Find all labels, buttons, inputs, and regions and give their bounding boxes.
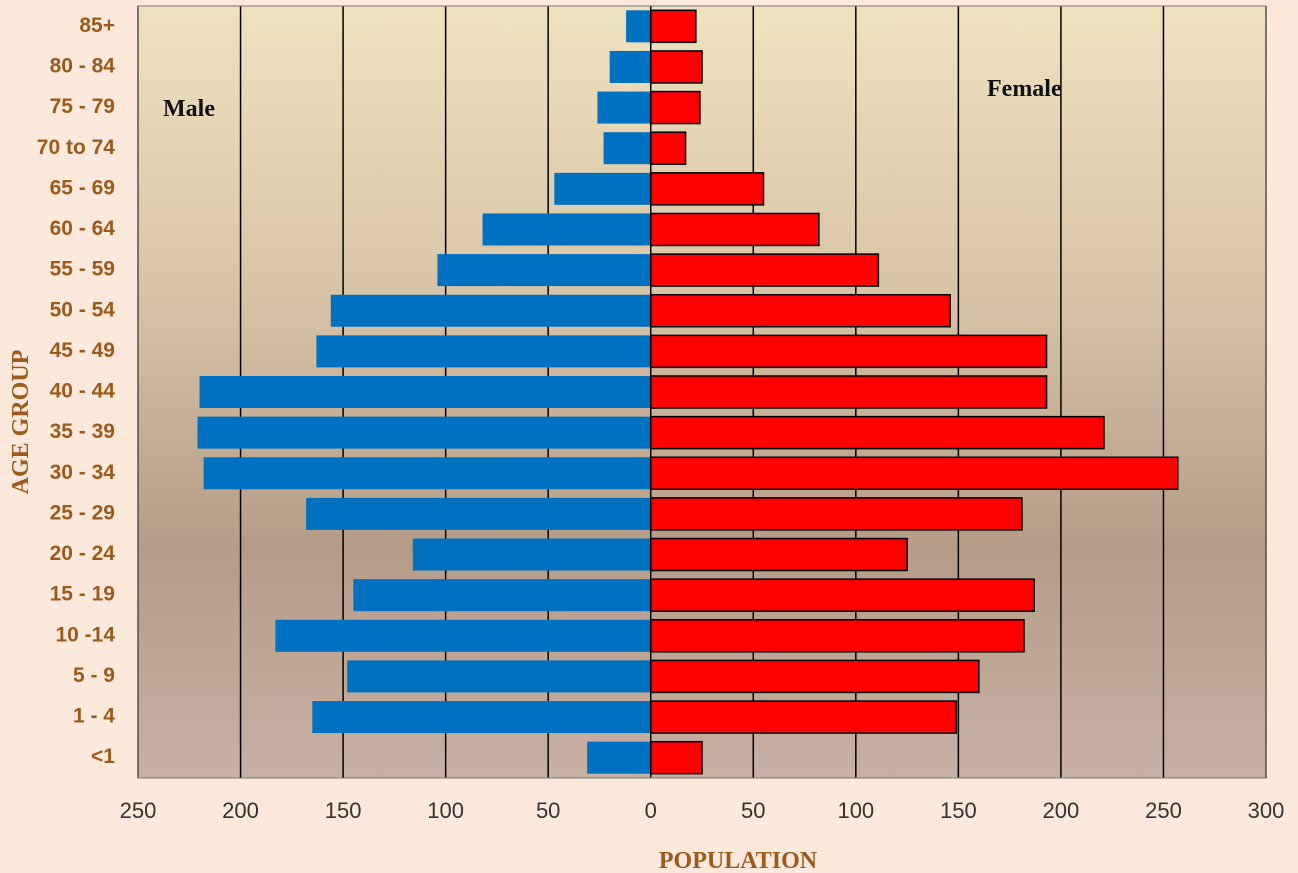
y-tick-label: 50 - 54 <box>50 298 116 321</box>
series-label: Male <box>163 96 215 122</box>
bar <box>649 537 908 572</box>
bar <box>649 700 958 734</box>
y-tick-label: 65 - 69 <box>50 176 115 199</box>
y-tick-label: 5 - 9 <box>73 664 115 687</box>
bar <box>330 294 651 327</box>
bar <box>649 50 703 84</box>
y-tick-label: 60 - 64 <box>50 217 116 240</box>
x-tick-label: 200 <box>222 798 259 823</box>
bar <box>412 538 651 571</box>
y-tick-label: 80 - 84 <box>50 54 116 77</box>
x-axis-label: POPULATION <box>659 848 818 873</box>
y-tick-label: 55 - 59 <box>50 258 115 281</box>
bar <box>199 376 651 408</box>
x-tick-label: 0 <box>645 798 657 823</box>
bar <box>649 293 951 328</box>
bar <box>649 740 703 775</box>
bar <box>649 415 1105 450</box>
y-tick-label: 15 - 19 <box>50 583 115 606</box>
bar <box>197 416 651 449</box>
x-tick-label: 250 <box>1145 798 1182 823</box>
x-tick-label: 250 <box>120 798 157 823</box>
x-tick-label: 50 <box>536 798 560 823</box>
y-tick-label: <1 <box>91 745 115 768</box>
bar <box>347 660 651 693</box>
bar <box>649 9 697 44</box>
bar <box>353 579 651 612</box>
bar <box>649 497 1023 531</box>
x-tick-label: 150 <box>325 798 362 823</box>
y-axis-label: AGE GROUP <box>8 350 34 495</box>
y-tick-label: 20 - 24 <box>50 542 116 565</box>
bar <box>649 619 1025 653</box>
bar <box>649 253 880 287</box>
plot-border <box>137 5 1267 779</box>
x-tick-label: 50 <box>741 798 765 823</box>
bar <box>587 741 651 774</box>
bar <box>649 375 1048 409</box>
bar <box>203 457 651 490</box>
y-tick-label: 40 - 44 <box>50 380 116 403</box>
y-tick-label: 25 - 29 <box>50 501 115 524</box>
y-tick-label: 70 to 74 <box>37 136 116 159</box>
bar <box>649 334 1048 369</box>
y-tick-label: 1 - 4 <box>73 705 115 728</box>
y-tick-label: 10 -14 <box>55 623 115 646</box>
bar <box>437 254 651 287</box>
bar <box>649 578 1035 612</box>
bar <box>603 132 651 165</box>
bar <box>649 172 765 206</box>
bar <box>609 50 651 83</box>
bar <box>312 701 651 734</box>
y-tick-label: 75 - 79 <box>50 95 115 118</box>
bar <box>275 619 651 652</box>
bar <box>306 497 651 530</box>
x-tick-label: 150 <box>940 798 977 823</box>
bar <box>626 10 651 43</box>
x-tick-label: 300 <box>1248 798 1285 823</box>
bar <box>649 90 701 125</box>
y-tick-label: 35 - 39 <box>50 420 115 443</box>
x-tick-label: 100 <box>427 798 464 823</box>
y-tick-label: 45 - 49 <box>50 339 115 362</box>
bar <box>649 212 820 247</box>
x-tick-label: 100 <box>837 798 874 823</box>
bar <box>649 659 980 694</box>
bar <box>554 172 651 205</box>
bar <box>649 131 687 165</box>
y-tick-label: 85+ <box>79 14 115 37</box>
bar <box>597 91 651 124</box>
x-tick-label: 200 <box>1043 798 1080 823</box>
series-label: Female <box>987 76 1062 102</box>
y-tick-label: 30 - 34 <box>50 461 116 484</box>
bar <box>649 456 1179 491</box>
bar <box>482 213 651 246</box>
bar <box>316 335 651 368</box>
